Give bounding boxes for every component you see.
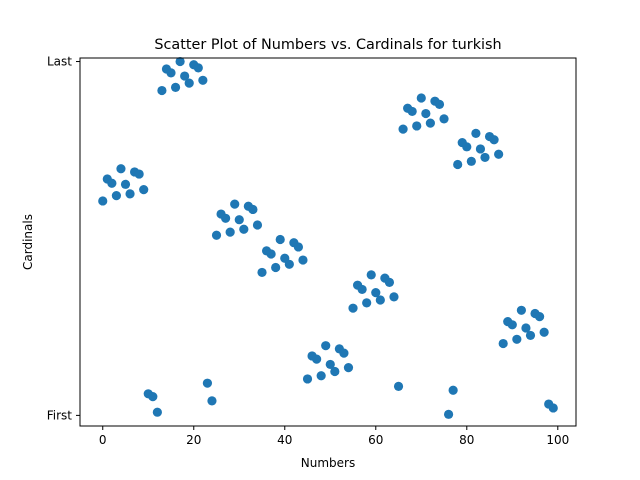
scatter-point bbox=[271, 262, 281, 273]
scatter-point bbox=[525, 330, 536, 341]
scatter-point bbox=[125, 189, 135, 199]
scatter-point bbox=[389, 292, 399, 302]
plot-frame bbox=[79, 57, 577, 427]
scatter-point bbox=[398, 124, 408, 134]
scatter-point bbox=[357, 284, 367, 295]
scatter-point bbox=[152, 407, 162, 417]
points-layer bbox=[98, 56, 558, 419]
scatter-point bbox=[371, 288, 381, 298]
scatter-point bbox=[207, 396, 217, 406]
scatter-point bbox=[507, 320, 517, 330]
scatter-point bbox=[471, 128, 481, 138]
scatter-point bbox=[257, 267, 267, 278]
scatter-point bbox=[211, 230, 222, 240]
scatter-point bbox=[348, 303, 358, 313]
scatter-point bbox=[521, 323, 531, 333]
scatter-point bbox=[539, 327, 549, 337]
scatter-point bbox=[498, 338, 508, 349]
scatter-point bbox=[230, 199, 240, 209]
scatter-point bbox=[298, 255, 308, 265]
scatter-point bbox=[266, 249, 276, 259]
scatter-point bbox=[252, 220, 263, 230]
scatter-point bbox=[166, 68, 176, 78]
scatter-point bbox=[330, 366, 340, 377]
y-axis: First Last bbox=[47, 55, 80, 422]
scatter-point bbox=[107, 178, 117, 188]
scatter-point bbox=[175, 56, 185, 67]
scatter-point bbox=[494, 149, 504, 159]
scatter-point bbox=[453, 159, 463, 170]
x-axis-label: Numbers bbox=[301, 456, 355, 470]
scatter-point bbox=[421, 108, 431, 119]
scatter-point bbox=[248, 204, 258, 215]
scatter-point bbox=[293, 242, 304, 252]
y-axis-label: Cardinals bbox=[21, 214, 35, 270]
scatter-point bbox=[148, 392, 158, 402]
scatter-point bbox=[393, 381, 404, 391]
scatter-point bbox=[466, 156, 476, 166]
scatter-point bbox=[198, 75, 208, 85]
y-tick-label: Last bbox=[47, 55, 72, 69]
scatter-point bbox=[412, 121, 422, 131]
scatter-point bbox=[302, 374, 313, 384]
scatter-point bbox=[475, 144, 486, 154]
scatter-point bbox=[120, 179, 131, 189]
scatter-point bbox=[234, 215, 244, 225]
scatter-point bbox=[343, 363, 354, 373]
scatter-point bbox=[134, 169, 144, 179]
scatter-point bbox=[534, 312, 545, 322]
scatter-point bbox=[321, 341, 331, 351]
scatter-point bbox=[375, 295, 385, 305]
scatter-point bbox=[443, 409, 454, 419]
scatter-point bbox=[139, 185, 149, 195]
scatter-point bbox=[225, 227, 235, 237]
scatter-point bbox=[448, 385, 458, 395]
scatter-point bbox=[98, 196, 108, 206]
scatter-point bbox=[193, 63, 203, 73]
scatter-point bbox=[516, 305, 526, 315]
scatter-point bbox=[316, 371, 326, 381]
x-tick-label: 0 bbox=[99, 433, 107, 447]
scatter-point bbox=[325, 359, 335, 370]
scatter-point bbox=[366, 270, 376, 280]
scatter-point bbox=[489, 135, 499, 145]
scatter-point bbox=[434, 99, 445, 109]
x-tick-label: 40 bbox=[277, 433, 292, 447]
chart-title: Scatter Plot of Numbers vs. Cardinals fo… bbox=[154, 37, 501, 53]
x-axis: 0 20 40 60 80 100 bbox=[99, 426, 569, 447]
scatter-point bbox=[339, 348, 349, 358]
scatter-point bbox=[184, 78, 194, 88]
x-tick-label: 60 bbox=[368, 433, 383, 447]
scatter-point bbox=[362, 298, 372, 308]
scatter-point bbox=[170, 82, 181, 92]
x-tick-label: 20 bbox=[186, 433, 201, 447]
scatter-point bbox=[157, 85, 167, 96]
scatter-point bbox=[180, 71, 190, 81]
scatter-point bbox=[384, 277, 395, 287]
scatter-point bbox=[111, 191, 122, 201]
scatter-point bbox=[284, 259, 294, 269]
scatter-point bbox=[462, 142, 472, 152]
scatter-point bbox=[221, 213, 231, 223]
scatter-point bbox=[548, 403, 558, 413]
scatter-point bbox=[439, 114, 449, 124]
y-tick-label: First bbox=[47, 408, 73, 422]
scatter-point bbox=[116, 164, 126, 174]
scatter-point bbox=[275, 234, 285, 245]
scatter-point bbox=[202, 378, 213, 388]
scatter-point bbox=[407, 106, 417, 117]
scatter-point bbox=[416, 93, 426, 103]
x-tick-label: 80 bbox=[459, 433, 474, 447]
scatter-point bbox=[512, 334, 522, 344]
x-tick-label: 100 bbox=[546, 433, 569, 447]
scatter-point bbox=[239, 224, 249, 234]
scatter-point bbox=[425, 118, 435, 128]
scatter-point bbox=[480, 152, 490, 163]
scatter-point bbox=[312, 354, 322, 364]
